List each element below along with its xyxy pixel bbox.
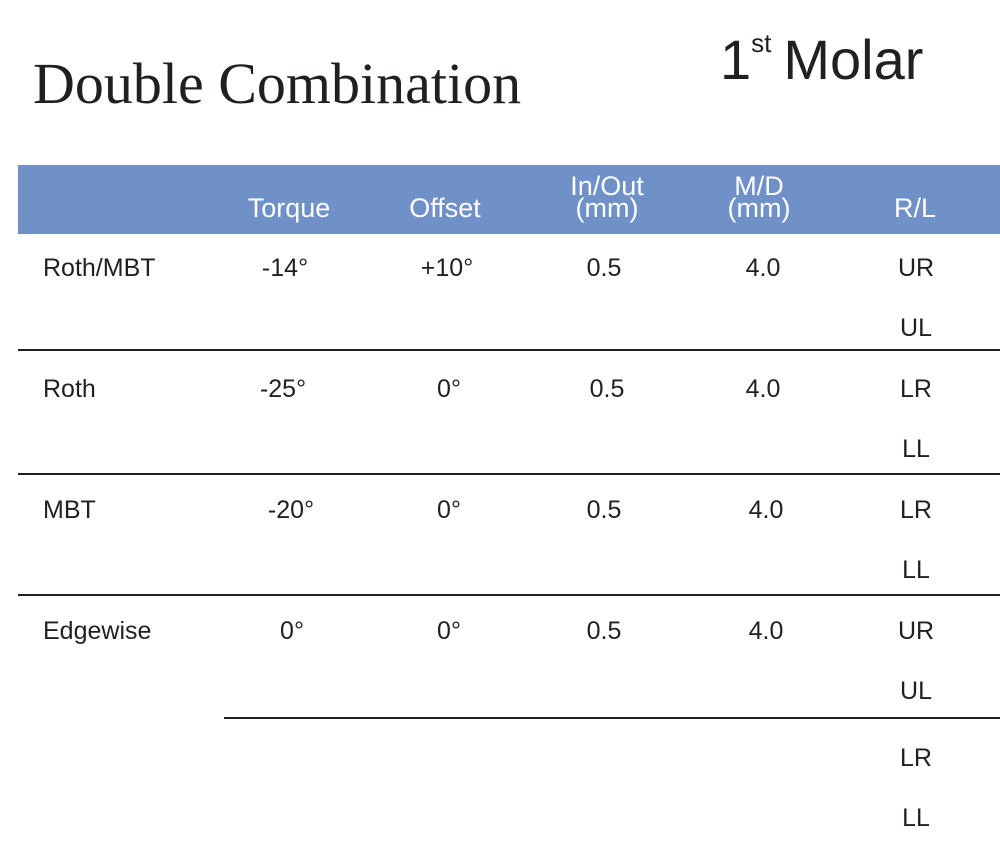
row-subdivider (224, 717, 1000, 719)
row-divider (18, 349, 1000, 351)
col-header-inout: In/Out (mm) (570, 171, 644, 223)
row-torque: -14° (261, 254, 309, 282)
row-rl: LL (902, 556, 930, 584)
row-rl: LL (902, 435, 930, 463)
row-inout: 0.5 (586, 617, 622, 645)
row-torque: 0° (280, 617, 304, 645)
row-name: MBT (43, 496, 96, 524)
row-md: 4.0 (748, 496, 784, 524)
row-rl: UR (897, 617, 935, 645)
row-name: Edgewise (43, 617, 152, 645)
row-rl: LR (900, 744, 932, 772)
row-rl: UL (900, 314, 932, 342)
tooth-suffix: st (751, 28, 772, 58)
row-inout: 0.5 (586, 254, 622, 282)
row-name: Roth (43, 375, 96, 403)
row-offset: +10° (420, 254, 474, 282)
col-header-rl: R/L (893, 193, 937, 223)
row-rl: LL (902, 804, 930, 832)
row-name: Roth/MBT (43, 254, 156, 282)
tooth-label: 1st Molar (720, 30, 923, 88)
row-divider (18, 594, 1000, 596)
row-offset: 0° (437, 617, 461, 645)
row-inout: 0.5 (589, 375, 625, 403)
col-header-md-line1: M/D (734, 171, 784, 201)
col-header-md-line2: (mm) (727, 193, 791, 223)
row-offset: 0° (437, 375, 461, 403)
tooth-name: Molar (783, 28, 924, 91)
col-header-md: M/D (mm) (727, 171, 791, 223)
row-rl: UL (900, 677, 932, 705)
row-md: 4.0 (745, 375, 781, 403)
col-header-inout-line2: (mm) (575, 193, 639, 223)
row-torque: -25° (259, 375, 307, 403)
row-md: 4.0 (745, 254, 781, 282)
row-divider (18, 473, 1000, 475)
col-header-torque: Torque (247, 193, 331, 223)
row-md: 4.0 (748, 617, 784, 645)
col-header-inout-line1: In/Out (570, 171, 644, 201)
row-inout: 0.5 (586, 496, 622, 524)
row-rl: LR (900, 496, 932, 524)
title: Double Combination (33, 51, 522, 116)
tooth-number: 1 (720, 28, 752, 91)
row-torque: -20° (267, 496, 315, 524)
table-header (18, 165, 1000, 234)
col-header-offset: Offset (409, 193, 481, 223)
row-rl: LR (900, 375, 932, 403)
row-offset: 0° (437, 496, 461, 524)
row-rl: UR (897, 254, 935, 282)
